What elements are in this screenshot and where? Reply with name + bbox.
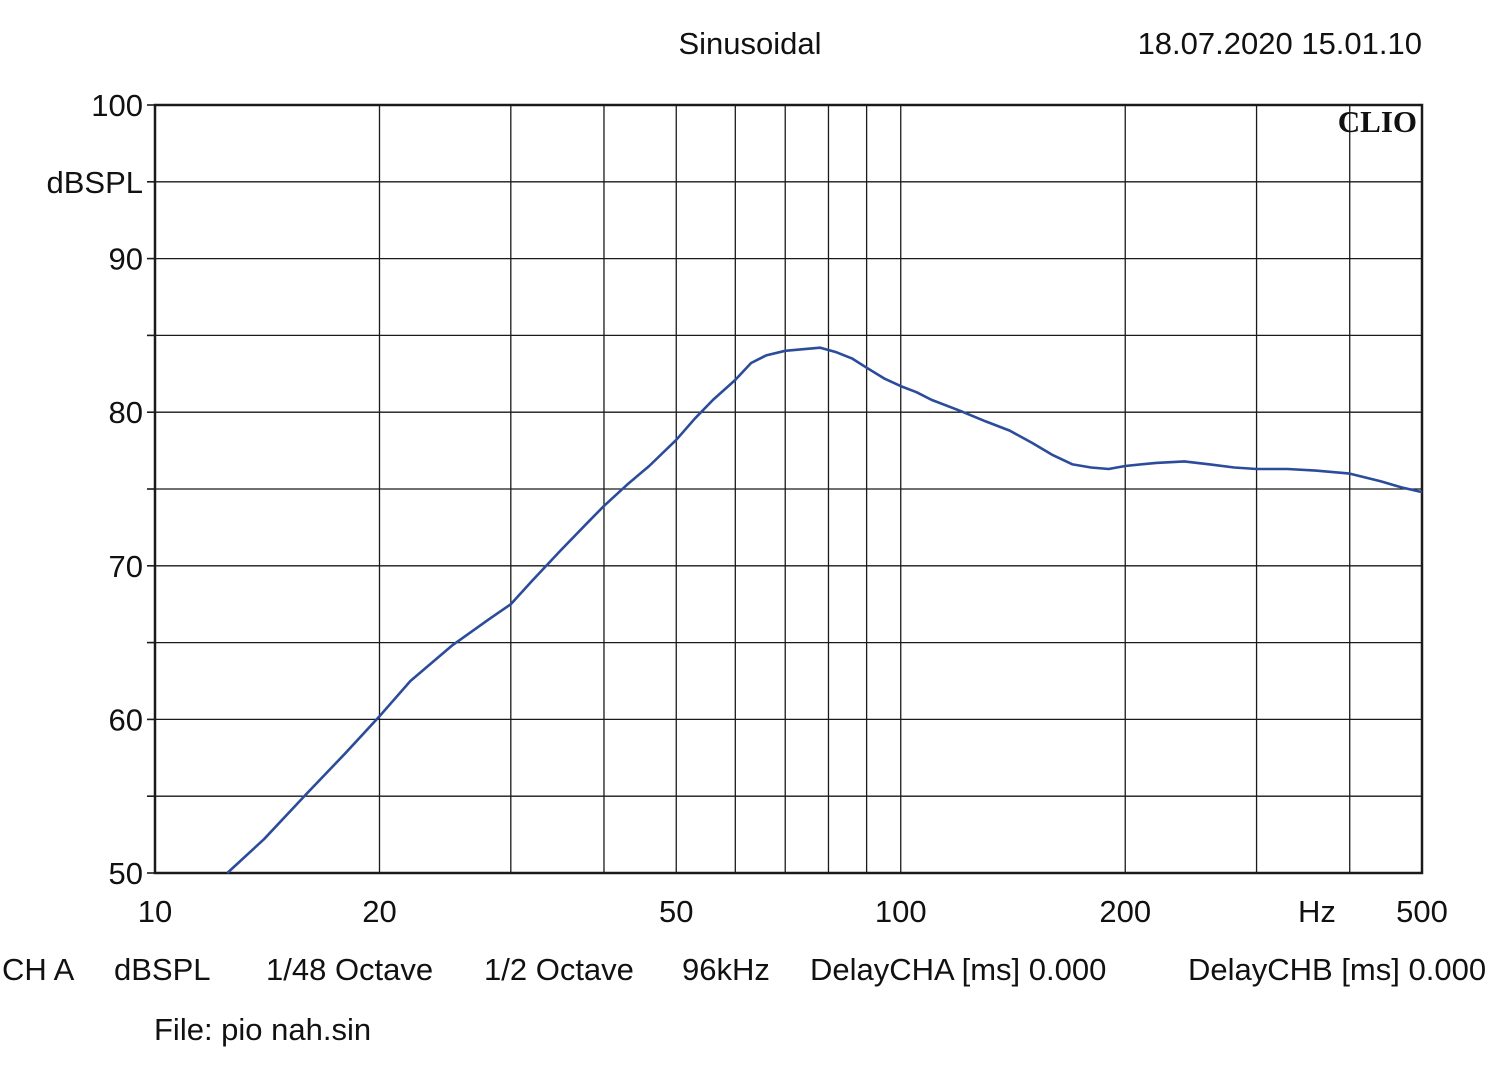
x-tick-label: 500 [1396, 894, 1448, 929]
chart-title: Sinusoidal [678, 26, 822, 61]
resolution-label: 1/48 Octave [266, 952, 434, 987]
y-tick-label: 90 [109, 242, 143, 277]
x-tick-label: 100 [875, 894, 927, 929]
x-tick-label: 20 [362, 894, 396, 929]
x-tick-label: 10 [138, 894, 172, 929]
plot-frame [153, 103, 1424, 875]
y-tick-labels: 100 90 80 70 60 50 [91, 88, 143, 891]
x-axis-unit-label: Hz [1298, 894, 1336, 929]
clio-logo: CLIO [1338, 104, 1417, 139]
delay-cha-label: DelayCHA [ms] 0.000 [810, 952, 1107, 987]
measurement-settings: CH A dBSPL 1/48 Octave 1/2 Octave 96kHz … [0, 952, 1500, 992]
x-tick-label: 200 [1099, 894, 1151, 929]
y-tick-label: 50 [109, 856, 143, 891]
unit-label: dBSPL [114, 952, 211, 987]
x-tick-labels: 10 20 50 100 200 500 [138, 894, 1448, 929]
timestamp: 18.07.2020 15.01.10 [1137, 26, 1422, 61]
x-tick-label: 50 [659, 894, 693, 929]
y-tick-label: 60 [109, 702, 143, 737]
grid [147, 104, 1422, 874]
y-tick-label: 70 [109, 549, 143, 584]
y-tick-label: 100 [91, 88, 143, 123]
smoothing-label: 1/2 Octave [484, 952, 634, 987]
response-curve [226, 346, 1423, 874]
delay-chb-label: DelayCHB [ms] 0.000 [1188, 952, 1487, 987]
file-name: File: pio nah.sin [154, 1012, 372, 1047]
sample-rate-label: 96kHz [682, 952, 770, 987]
y-tick-label: 80 [109, 395, 143, 430]
channel-label: CH A [2, 952, 75, 987]
y-axis-unit-label: dBSPL [46, 165, 143, 200]
